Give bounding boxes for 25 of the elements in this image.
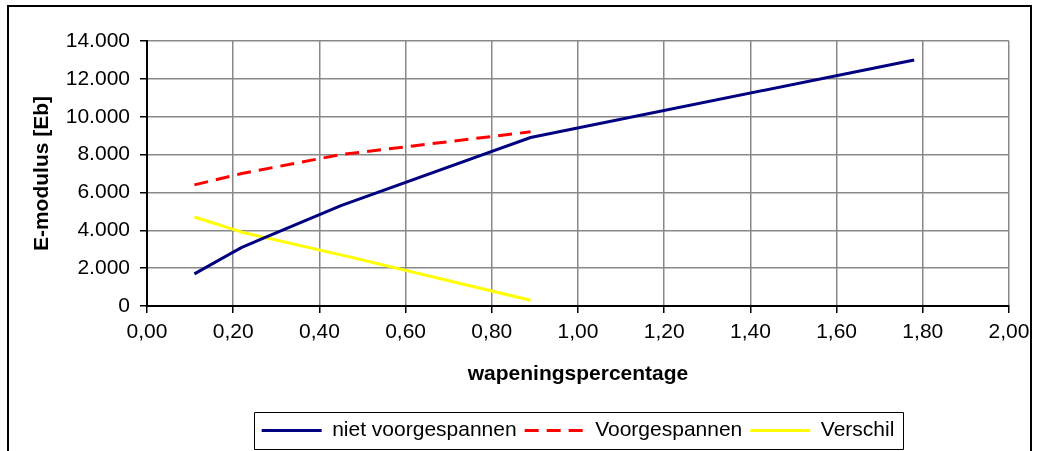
x-axis-title: wapeningspercentage: [466, 361, 689, 385]
legend-label: niet voorgespannen: [332, 417, 517, 441]
x-tick-label: 1,60: [816, 319, 858, 343]
legend-label: Voorgespannen: [595, 417, 743, 441]
y-tick-label: 10.000: [65, 103, 130, 127]
x-tick-label: 0,40: [298, 319, 340, 343]
x-tick-label: 1,80: [902, 319, 944, 343]
x-tick-label: 1,00: [557, 319, 599, 343]
x-tick-label: 1,20: [643, 319, 685, 343]
y-tick-label: 2.000: [77, 254, 130, 278]
x-tick-label: 0,20: [212, 319, 254, 343]
x-tick-label: 0,00: [126, 319, 168, 343]
line-series: [192, 130, 533, 187]
x-tick-label: 0,80: [471, 319, 513, 343]
y-tick-label: 14.000: [65, 27, 130, 51]
y-axis-title: E-modulus [Eb]: [29, 95, 53, 252]
y-tick-label: 12.000: [65, 65, 130, 89]
y-tick-label: 6.000: [77, 179, 130, 203]
x-tick-label: 1,40: [729, 319, 771, 343]
x-tick-label: 2,00: [988, 319, 1030, 343]
y-tick-label: 4.000: [77, 217, 130, 241]
legend-label: Verschil: [820, 417, 895, 441]
y-tick-label: 0: [118, 292, 130, 316]
y-tick-label: 8.000: [77, 141, 130, 165]
x-tick-label: 0,60: [385, 319, 427, 343]
